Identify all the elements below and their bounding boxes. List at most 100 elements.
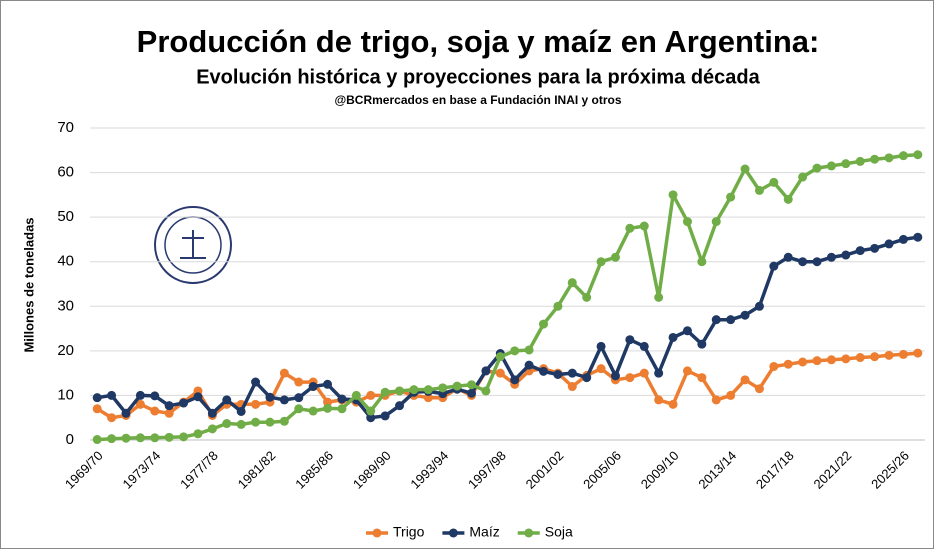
- point: [467, 380, 477, 390]
- point: [135, 399, 145, 409]
- point: [582, 292, 592, 302]
- point: [639, 368, 649, 378]
- point: [495, 368, 505, 378]
- point: [380, 411, 390, 421]
- point: [841, 159, 851, 169]
- point: [150, 433, 160, 443]
- point: [107, 413, 117, 423]
- point: [222, 395, 232, 405]
- point: [740, 310, 750, 320]
- series-line: [96, 235, 919, 420]
- point: [538, 366, 548, 376]
- point: [438, 383, 448, 393]
- point: [913, 232, 923, 242]
- point: [769, 361, 779, 371]
- point: [783, 194, 793, 204]
- point: [193, 429, 203, 439]
- point: [697, 339, 707, 349]
- point: [711, 395, 721, 405]
- point: [754, 301, 764, 311]
- point: [279, 395, 289, 405]
- point: [395, 401, 405, 411]
- point: [409, 385, 419, 395]
- point: [625, 373, 635, 383]
- point: [625, 335, 635, 345]
- point: [567, 368, 577, 378]
- point: [553, 301, 563, 311]
- chart-title: Producción de trigo, soja y maíz en Arge…: [137, 24, 820, 59]
- point: [812, 163, 822, 173]
- point: [323, 403, 333, 413]
- point: [495, 352, 505, 362]
- point: [855, 246, 865, 256]
- point: [179, 398, 189, 408]
- point: [308, 406, 318, 416]
- point: [567, 278, 577, 288]
- point: [711, 217, 721, 227]
- point: [654, 368, 664, 378]
- point: [279, 416, 289, 426]
- point: [423, 385, 433, 395]
- point: [423, 393, 433, 403]
- point: [294, 393, 304, 403]
- point: [596, 257, 606, 267]
- legend-marker: [448, 528, 458, 538]
- point: [884, 153, 894, 163]
- y-tick-label: 40: [57, 253, 74, 270]
- y-tick-label: 20: [57, 342, 74, 359]
- point: [884, 350, 894, 360]
- point: [265, 417, 275, 427]
- point: [380, 387, 390, 397]
- point: [351, 390, 361, 400]
- y-tick-label: 10: [57, 386, 74, 403]
- point: [798, 172, 808, 182]
- point: [668, 399, 678, 409]
- point: [164, 401, 174, 411]
- point: [308, 382, 318, 392]
- point: [135, 390, 145, 400]
- point: [639, 221, 649, 231]
- point: [222, 419, 232, 429]
- point: [524, 345, 534, 355]
- point: [538, 319, 548, 329]
- chart-source: @BCRmercados en base a Fundación INAI y …: [334, 93, 621, 107]
- point: [366, 406, 376, 416]
- point: [150, 406, 160, 416]
- point: [294, 404, 304, 414]
- point: [682, 217, 692, 227]
- point: [251, 417, 261, 427]
- point: [812, 356, 822, 366]
- point: [841, 354, 851, 364]
- point: [769, 261, 779, 271]
- point: [481, 386, 491, 396]
- point: [654, 395, 664, 405]
- point: [898, 151, 908, 161]
- y-tick-label: 60: [57, 164, 74, 181]
- point: [668, 332, 678, 342]
- point: [726, 390, 736, 400]
- point: [207, 424, 217, 434]
- point: [754, 384, 764, 394]
- point: [164, 432, 174, 442]
- point: [193, 392, 203, 402]
- point: [812, 257, 822, 267]
- point: [236, 406, 246, 416]
- point: [107, 390, 117, 400]
- point: [596, 364, 606, 374]
- point: [697, 257, 707, 267]
- point: [121, 408, 131, 418]
- point: [625, 223, 635, 233]
- y-tick-label: 50: [57, 208, 74, 225]
- point: [826, 355, 836, 365]
- point: [855, 353, 865, 363]
- point: [841, 250, 851, 260]
- point: [870, 154, 880, 164]
- logo: [154, 206, 232, 284]
- point: [898, 349, 908, 359]
- point: [323, 397, 333, 407]
- point: [783, 252, 793, 262]
- point: [92, 393, 102, 403]
- point: [279, 368, 289, 378]
- legend-marker: [372, 528, 382, 538]
